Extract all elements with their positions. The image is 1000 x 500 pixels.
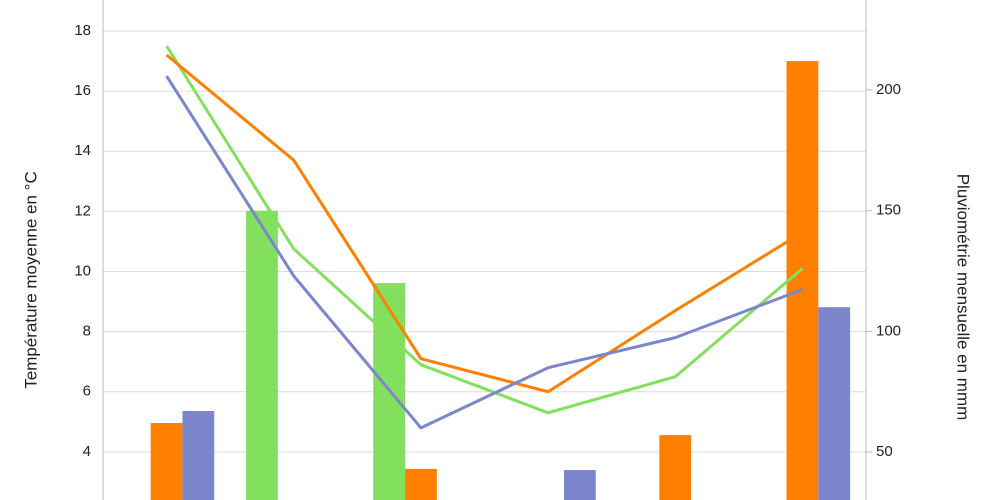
bar: [182, 410, 215, 500]
bar: [818, 307, 851, 500]
line: [165, 75, 803, 430]
y2-tick-label: 50: [876, 443, 893, 460]
y-tick-label: 4: [83, 443, 91, 460]
y-axis-title: Température moyenne en °C: [21, 171, 40, 389]
bar: [150, 423, 183, 500]
bar: [659, 435, 692, 500]
y-tick-label: 10: [74, 262, 91, 279]
y-tick-label: 16: [74, 82, 91, 99]
y-tick-label: 18: [74, 22, 91, 39]
y2-tick-label: 100: [876, 322, 901, 339]
line: [165, 53, 804, 394]
y-tick-label: 8: [83, 323, 91, 340]
y2-tick-label: 150: [876, 202, 901, 219]
bar: [786, 61, 819, 500]
y-tick-label: 6: [83, 383, 91, 400]
bar: [246, 210, 278, 500]
y-tick-label: 14: [74, 142, 91, 159]
bar: [405, 468, 437, 500]
y2-axis-title: Pluviométrie mensuelle en mmm: [954, 174, 973, 421]
y2-tick-label: 200: [876, 81, 901, 98]
line: [165, 45, 804, 415]
bar: [563, 470, 596, 500]
y-tick-label: 12: [74, 202, 91, 219]
